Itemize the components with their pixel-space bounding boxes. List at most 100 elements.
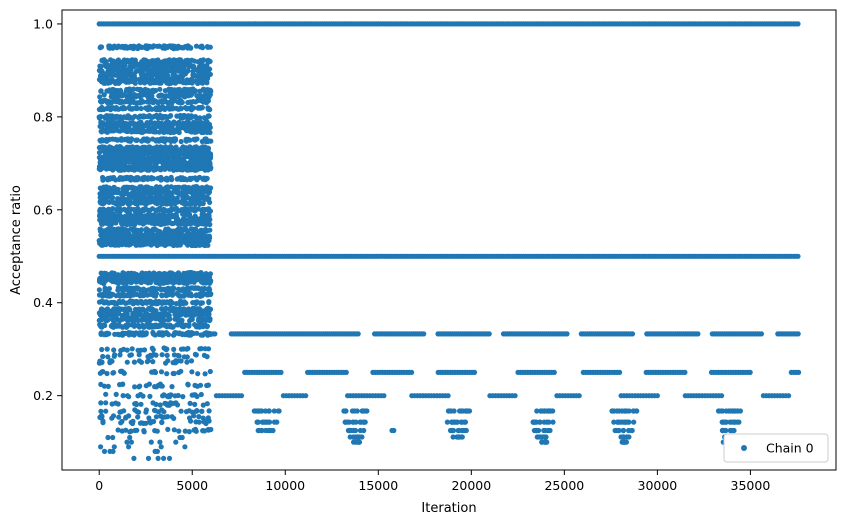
data-point [141, 67, 147, 73]
data-point [178, 138, 184, 145]
data-point [198, 300, 204, 306]
data-point [204, 129, 210, 135]
data-point [108, 127, 115, 133]
data-point [170, 287, 176, 293]
data-point [155, 194, 161, 200]
data-point [148, 114, 154, 120]
data-point [131, 86, 137, 92]
data-point [184, 106, 190, 112]
data-point [152, 226, 158, 233]
data-point [137, 80, 143, 86]
data-point [207, 58, 213, 64]
data-point [115, 91, 121, 97]
data-point [133, 242, 139, 248]
data-point [109, 311, 116, 317]
data-point [127, 293, 133, 299]
data-point [179, 91, 185, 97]
data-point [169, 79, 175, 85]
data-point [132, 113, 138, 119]
data-point [177, 79, 183, 85]
data-point [111, 97, 117, 104]
data-point [133, 200, 139, 207]
data-point [157, 86, 163, 92]
data-point [202, 278, 208, 285]
data-point [120, 104, 126, 110]
data-point [204, 184, 210, 190]
data-point [130, 221, 136, 227]
data-point [126, 137, 132, 143]
data-point [96, 106, 102, 113]
data-point [176, 86, 183, 93]
data-point [150, 128, 156, 134]
data-point [149, 316, 155, 322]
data-point [107, 43, 113, 49]
data-point [135, 310, 141, 316]
data-point [141, 128, 147, 134]
data-point [200, 97, 206, 103]
data-point [196, 78, 202, 84]
data-point [199, 45, 206, 51]
data-point [141, 194, 147, 200]
data-point [189, 293, 195, 299]
data-point [130, 78, 137, 84]
data-point [100, 128, 106, 134]
data-point [99, 280, 105, 286]
data-point [167, 62, 173, 68]
data-point [795, 253, 801, 259]
data-point [96, 115, 103, 121]
data-point [109, 72, 115, 78]
data-point [179, 207, 185, 213]
data-point [165, 104, 171, 110]
data-point [183, 127, 190, 134]
data-point [96, 292, 103, 298]
data-point [96, 166, 102, 172]
data-point [176, 129, 182, 136]
data-point [150, 175, 157, 182]
data-point [99, 194, 105, 200]
data-point [200, 220, 206, 226]
data-point [120, 114, 126, 121]
data-point [148, 291, 154, 297]
data-point [138, 298, 144, 305]
data-point [201, 115, 207, 121]
data-point [191, 166, 197, 172]
data-point [143, 105, 149, 111]
data-point [178, 176, 184, 183]
data-point [150, 306, 156, 312]
data-point [184, 177, 190, 183]
data-point [179, 279, 185, 285]
data-point [97, 199, 103, 205]
data-point [138, 291, 144, 297]
data-point [189, 104, 195, 110]
data-point [159, 292, 165, 299]
data-point [193, 114, 199, 120]
data-point [111, 279, 117, 285]
data-point [160, 136, 166, 142]
data-point [200, 206, 206, 212]
data-point [143, 92, 149, 98]
data-point [110, 199, 116, 205]
data-point [157, 205, 163, 212]
data-point [157, 93, 164, 99]
data-point [164, 129, 171, 135]
data-point [129, 184, 135, 190]
data-point [104, 306, 111, 312]
data-point [100, 79, 106, 85]
data-point [177, 112, 183, 119]
data-point [174, 62, 180, 68]
data-point [196, 220, 202, 226]
data-point [191, 206, 197, 212]
data-point [205, 138, 211, 144]
data-point [124, 222, 130, 228]
data-point [172, 67, 179, 73]
data-point [154, 311, 161, 317]
data-point [128, 127, 134, 133]
data-point [138, 97, 145, 103]
data-point [170, 106, 176, 112]
data-point [168, 174, 174, 180]
data-point [185, 286, 192, 292]
data-point [196, 315, 202, 322]
data-point [199, 286, 205, 292]
data-point [168, 307, 174, 313]
